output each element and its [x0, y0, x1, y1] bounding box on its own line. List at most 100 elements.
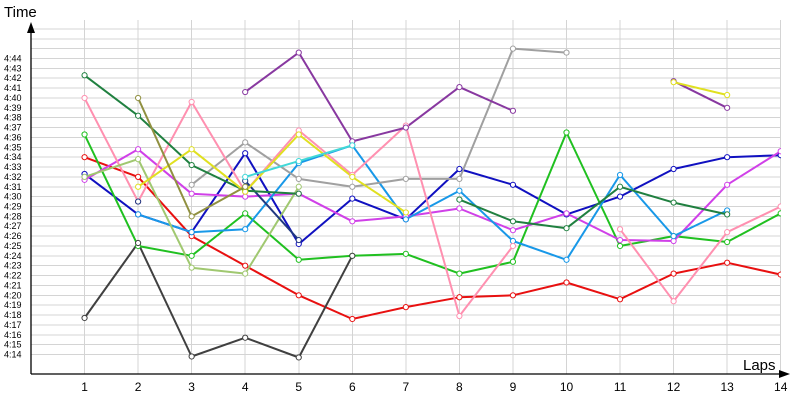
series-3-point — [509, 258, 517, 265]
series-line-12 — [459, 185, 728, 230]
y-tick-label: 4:29 — [4, 202, 22, 212]
series-5-point — [135, 211, 142, 218]
x-axis-title: Laps — [743, 357, 776, 374]
series-1-point — [616, 296, 624, 303]
series-15-point — [135, 94, 142, 102]
series-1-point — [670, 270, 677, 277]
series-6-point — [456, 175, 463, 182]
x-tick-label: 10 — [560, 380, 574, 394]
series-4-point — [563, 210, 570, 217]
series-7-point — [188, 353, 195, 360]
series-7-point — [295, 354, 302, 361]
y-tick-label: 4:22 — [4, 271, 22, 281]
y-axis-arrow — [27, 22, 35, 33]
series-11-point — [724, 104, 731, 111]
series-12-point — [188, 161, 195, 169]
x-tick-label: 13 — [720, 380, 734, 394]
series-8-point — [188, 98, 195, 106]
x-tick-labels: 1 2 3 4 5 6 7 8 9 10 11 12 13 14 — [81, 380, 787, 394]
series-2-point — [456, 165, 463, 173]
series-7-point — [242, 334, 249, 341]
y-tick-label: 4:44 — [4, 54, 22, 64]
y-tick-label: 4:20 — [4, 290, 22, 300]
y-tick-label: 4:17 — [4, 320, 22, 330]
y-tick-label: 4:32 — [4, 172, 22, 182]
series-13-point — [402, 209, 409, 216]
y-tick-label: 4:41 — [4, 83, 22, 93]
y-tick-label: 4:21 — [4, 280, 22, 290]
series-line-13 — [673, 81, 728, 96]
series-4-point — [188, 190, 195, 197]
y-tick-label: 4:43 — [4, 63, 22, 73]
y-tick-label: 4:39 — [4, 103, 22, 113]
series-13-point — [724, 91, 731, 99]
y-tick-label: 4:38 — [4, 113, 22, 123]
series-11-point — [456, 84, 463, 91]
y-axis-title: Time — [4, 4, 37, 21]
series-6-point — [509, 45, 517, 52]
series-5-point — [670, 233, 677, 240]
series-8-point — [616, 226, 624, 233]
series-9-point — [135, 156, 142, 163]
series-1-point — [563, 279, 570, 286]
y-tick-labels: 4:144:154:164:174:184:194:204:214:224:23… — [4, 54, 22, 360]
series-3-point — [563, 129, 570, 136]
series-line-1 — [84, 156, 781, 320]
series-line-2 — [83, 152, 781, 245]
series-line-8 — [619, 205, 781, 303]
series-10-point — [135, 198, 142, 205]
series-15-point — [242, 183, 249, 190]
y-tick-label: 4:34 — [4, 152, 22, 162]
series-4-point — [456, 205, 463, 212]
y-tick-label: 4:30 — [4, 192, 22, 202]
series-10-point — [295, 236, 302, 244]
series-12-point — [456, 196, 463, 203]
x-tick-label: 4 — [242, 380, 249, 394]
x-tick-label: 8 — [456, 380, 463, 394]
x-tick-label: 5 — [295, 380, 302, 394]
series-9-point — [188, 264, 195, 271]
series-4-point — [777, 148, 781, 155]
series-14-point — [242, 173, 249, 180]
series-1-point — [135, 173, 142, 180]
y-tick-label: 4:28 — [4, 211, 22, 221]
series-8-point — [456, 312, 463, 320]
series-2-point — [349, 195, 356, 202]
y-tick-label: 4:19 — [4, 300, 22, 310]
x-tick-label: 7 — [403, 380, 410, 394]
series-4-point — [670, 237, 677, 245]
series-1-point — [777, 271, 781, 278]
series-3-point — [188, 252, 195, 259]
series-13-point — [188, 146, 195, 153]
series-11-point — [295, 49, 302, 56]
series-5-point — [188, 229, 195, 236]
x-tick-label: 1 — [81, 380, 88, 394]
series-line-6 — [190, 47, 567, 188]
series-12-point — [81, 72, 88, 79]
series-4-point — [135, 146, 142, 153]
x-tick-label: 12 — [667, 380, 681, 394]
y-tick-label: 4:14 — [4, 350, 22, 360]
series-line-13 — [137, 133, 407, 214]
x-tick-label: 9 — [510, 380, 517, 394]
x-tick-label: 14 — [774, 380, 788, 394]
series-line-4 — [84, 148, 781, 242]
series-3-point — [777, 210, 781, 217]
series-8-point — [509, 242, 517, 250]
series-4-point — [349, 218, 356, 225]
series-1-point — [456, 294, 463, 301]
series-8-point — [724, 229, 731, 236]
series-5-point — [456, 187, 463, 194]
series-11-point — [509, 107, 517, 114]
y-tick-label: 4:18 — [4, 310, 22, 320]
series-1-point — [295, 292, 302, 299]
series-1-point — [81, 154, 88, 161]
series-12-point — [295, 190, 302, 197]
series-1-point — [402, 304, 409, 311]
series-13-point — [349, 173, 356, 180]
series-12-point — [509, 218, 517, 225]
series-1-point — [724, 259, 731, 266]
series-5-point — [242, 226, 249, 233]
series-7-point — [349, 252, 356, 259]
series-15-point — [188, 213, 195, 220]
